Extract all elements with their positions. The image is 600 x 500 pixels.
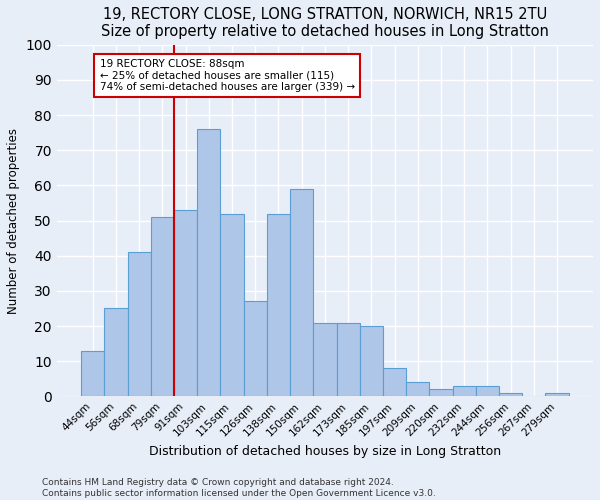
Bar (452, 386, 476, 396)
Bar (545, 393, 569, 396)
Text: 19 RECTORY CLOSE: 88sqm
← 25% of detached houses are smaller (115)
74% of semi-d: 19 RECTORY CLOSE: 88sqm ← 25% of detache… (100, 58, 355, 92)
Bar (476, 386, 499, 396)
Bar (499, 393, 522, 396)
Bar (151, 217, 174, 396)
Bar (430, 390, 452, 396)
Bar (104, 308, 128, 396)
Bar (81, 350, 104, 397)
X-axis label: Distribution of detached houses by size in Long Stratton: Distribution of detached houses by size … (149, 445, 501, 458)
Bar (360, 326, 383, 396)
Bar (174, 210, 197, 396)
Bar (128, 252, 151, 396)
Bar (337, 322, 360, 396)
Bar (197, 129, 220, 396)
Bar (290, 189, 313, 396)
Bar (313, 322, 337, 396)
Bar (244, 302, 267, 396)
Y-axis label: Number of detached properties: Number of detached properties (7, 128, 20, 314)
Bar (267, 214, 290, 396)
Bar (406, 382, 430, 396)
Text: Contains HM Land Registry data © Crown copyright and database right 2024.
Contai: Contains HM Land Registry data © Crown c… (42, 478, 436, 498)
Bar (220, 214, 244, 396)
Bar (383, 368, 406, 396)
Title: 19, RECTORY CLOSE, LONG STRATTON, NORWICH, NR15 2TU
Size of property relative to: 19, RECTORY CLOSE, LONG STRATTON, NORWIC… (101, 7, 549, 40)
